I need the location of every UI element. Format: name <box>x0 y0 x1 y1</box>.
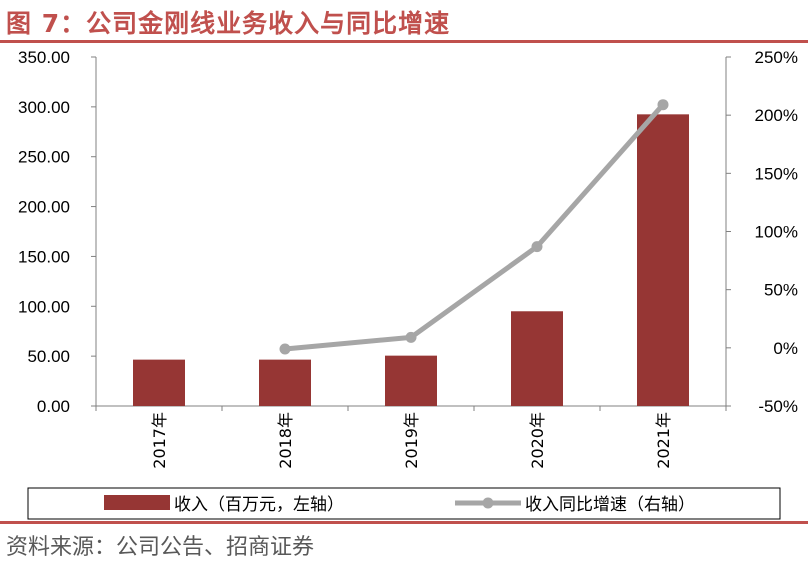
bars-layer <box>133 114 689 406</box>
category-label: 2017年 <box>150 412 169 469</box>
legend-bar-swatch <box>104 495 170 510</box>
right-tick-label: 250% <box>755 48 798 67</box>
right-tick-label: 0% <box>773 339 798 358</box>
bar <box>259 360 311 406</box>
chart-canvas: 0.00 50.00 100.00 150.00 200.00 250.00 300.00 3… <box>0 0 808 520</box>
growth-point <box>280 343 291 354</box>
footer-divider <box>0 521 808 524</box>
bar <box>385 356 437 406</box>
labels-layer: 2017年 2018年 2019年 2020年 2021年 <box>150 412 673 469</box>
left-tick-label: 0.00 <box>37 397 70 416</box>
bar <box>637 114 689 406</box>
left-tick-label: 100.00 <box>18 297 70 316</box>
left-tick-label: 200.00 <box>18 198 70 217</box>
right-tick-label: 100% <box>755 223 798 242</box>
bar <box>133 360 185 406</box>
left-tick-label: 350.00 <box>18 48 70 67</box>
category-label: 2018年 <box>276 412 295 469</box>
growth-point <box>658 99 669 110</box>
left-tick-label: 50.00 <box>27 347 70 366</box>
growth-point <box>532 241 543 252</box>
right-tick-label: -50% <box>758 397 798 416</box>
right-tick-label: 150% <box>755 164 798 183</box>
left-tick-label: 250.00 <box>18 148 70 167</box>
legend: 收入（百万元，左轴） 收入同比增速（右轴） <box>28 488 780 519</box>
right-tick-label: 200% <box>755 106 798 125</box>
category-label: 2020年 <box>528 412 547 469</box>
left-tick-label: 300.00 <box>18 98 70 117</box>
right-tick-label: 50% <box>764 281 798 300</box>
legend-line-marker <box>483 498 494 509</box>
legend-bar-label: 收入（百万元，左轴） <box>174 495 344 515</box>
bar <box>511 311 563 406</box>
line-layer <box>280 99 669 354</box>
source-note: 资料来源：公司公告、招商证券 <box>6 529 314 561</box>
category-label: 2021年 <box>654 412 673 469</box>
growth-line <box>285 105 663 349</box>
left-tick-label: 150.00 <box>18 247 70 266</box>
growth-point <box>406 332 417 343</box>
legend-line-label: 收入同比增速（右轴） <box>525 495 695 515</box>
category-label: 2019年 <box>402 412 421 469</box>
